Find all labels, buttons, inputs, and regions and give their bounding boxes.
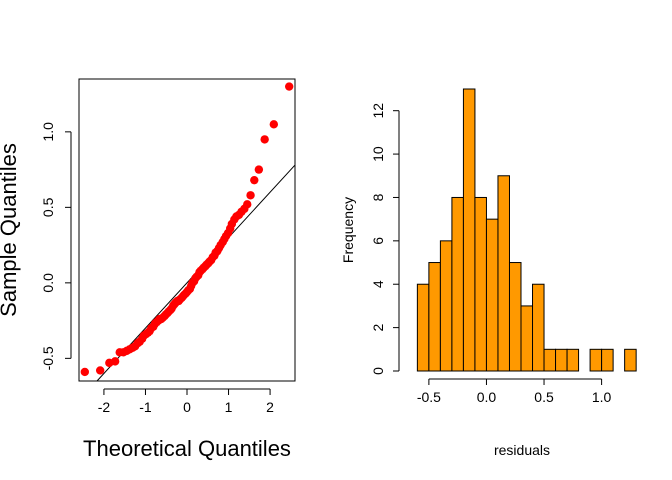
qq-y-tick-label: -0.5 xyxy=(40,346,56,370)
qq-x-axis: -2 -1 0 1 2 xyxy=(98,388,274,415)
histogram-y-tick-label: 6 xyxy=(370,237,386,245)
qq-point xyxy=(243,200,252,209)
histogram-bar xyxy=(543,348,557,372)
histogram-x-tick-label: 0.0 xyxy=(477,389,497,405)
qq-y-axis-title: Sample Quantiles xyxy=(0,143,21,317)
histogram-bar xyxy=(439,240,453,372)
qq-point xyxy=(95,366,105,375)
histogram-y-axis: 0 2 4 6 8 10 12 xyxy=(370,103,400,375)
qq-point xyxy=(260,135,269,144)
histogram-bar xyxy=(451,196,464,372)
histogram-panel: -0.5 0.0 0.5 1.0 0 2 4 6 8 10 12 residuals Freque… xyxy=(340,88,637,458)
qq-plot-frame xyxy=(78,78,296,382)
histogram-y-tick-label: 2 xyxy=(370,324,386,332)
histogram-bar xyxy=(532,283,545,372)
histogram-y-tick-label: 4 xyxy=(370,280,386,288)
histogram-y-tick-label: 0 xyxy=(370,367,386,375)
histogram-y-axis-title: Frequency xyxy=(340,197,356,263)
qq-y-tick-label: 1.0 xyxy=(40,122,56,142)
histogram-bar xyxy=(624,348,637,372)
qq-point xyxy=(250,175,259,185)
histogram-bar xyxy=(428,262,441,372)
qq-y-tick-label: 0.5 xyxy=(40,197,56,217)
qq-x-tick-label: 0 xyxy=(183,399,191,415)
histogram-bar xyxy=(566,348,580,372)
histogram-bar xyxy=(508,262,522,372)
qq-plot-panel: -2 -1 0 1 2 -0.5 0.0 0.5 1.0 Theoretical Quanti… xyxy=(0,78,296,461)
qq-point xyxy=(269,120,279,129)
histogram-bar xyxy=(497,175,510,372)
histogram-bar xyxy=(589,348,603,372)
histogram-x-axis: -0.5 0.0 0.5 1.0 xyxy=(417,378,612,405)
histogram-bar xyxy=(462,88,476,372)
histogram-bar xyxy=(485,218,499,372)
histogram-bar xyxy=(520,305,534,372)
histogram-y-tick-label: 10 xyxy=(370,146,386,162)
histogram-bar xyxy=(601,348,614,372)
qq-y-tick-label: 0.0 xyxy=(40,273,56,293)
histogram-y-tick-label: 12 xyxy=(370,103,386,119)
histogram-bars-group xyxy=(416,88,637,372)
qq-point xyxy=(80,367,90,377)
histogram-y-tick-label: 8 xyxy=(370,193,386,201)
qq-x-tick-label: 1 xyxy=(225,399,233,415)
qq-point xyxy=(284,82,294,91)
qq-point xyxy=(246,191,255,200)
qq-points-group xyxy=(80,82,294,377)
qq-x-tick-label: 2 xyxy=(266,399,274,415)
qq-y-axis: -0.5 0.0 0.5 1.0 xyxy=(40,122,72,370)
histogram-bar xyxy=(555,348,568,372)
qq-point xyxy=(110,357,120,366)
histogram-bar xyxy=(416,283,430,372)
histogram-x-axis-title: residuals xyxy=(494,442,550,458)
qq-x-axis-title: Theoretical Quantiles xyxy=(83,436,291,461)
histogram-x-tick-label: 0.5 xyxy=(534,389,554,405)
qq-point xyxy=(254,165,264,174)
histogram-x-tick-label: 1.0 xyxy=(592,389,612,405)
histogram-x-tick-label: -0.5 xyxy=(417,389,441,405)
histogram-bar xyxy=(474,196,487,372)
qq-x-tick-label: -1 xyxy=(139,399,152,415)
qq-x-tick-label: -2 xyxy=(98,399,111,415)
